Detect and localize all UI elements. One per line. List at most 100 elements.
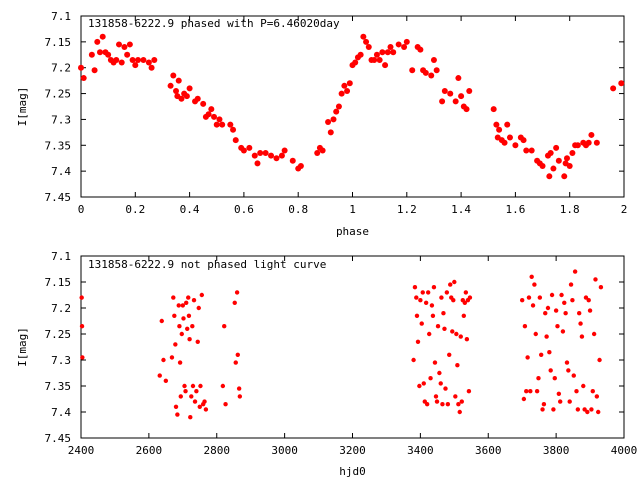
unphased-data-point [237, 394, 243, 399]
phased-x-tick-label: 1.2 [397, 203, 417, 216]
unphased-data-point [467, 295, 473, 300]
phased-data-point [97, 49, 103, 56]
unphased-data-point [420, 290, 425, 295]
unphased-data-point [544, 334, 549, 339]
unphased-data-point [533, 331, 538, 337]
phased-data-point [490, 106, 497, 113]
phased-data-point [593, 139, 600, 146]
unphased-data-point [568, 282, 574, 287]
unphased-data-point [173, 342, 178, 347]
unphased-data-point [186, 295, 191, 300]
phased-y-tick-label: 7.1 [51, 10, 71, 23]
unphased-data-point [538, 352, 544, 357]
phased-data-point [338, 90, 345, 97]
phased-y-tick-label: 7.3 [51, 113, 71, 126]
phased-data-point [129, 56, 136, 63]
unphased-data-point [462, 300, 468, 305]
unphased-data-point [589, 407, 594, 412]
phased-data-point [387, 44, 394, 51]
unphased-data-point [526, 295, 532, 300]
phased-x-tick-label: 1.8 [560, 203, 580, 216]
unphased-data-point [421, 381, 426, 386]
phased-data-point [346, 80, 353, 87]
phased-data-point [528, 147, 535, 154]
unphased-data-point [567, 399, 572, 404]
unphased-data-point [185, 326, 190, 331]
phased-data-point [395, 41, 402, 48]
phased-data-point [121, 44, 128, 51]
unphased-data-point [456, 402, 461, 407]
phased-data-point [240, 147, 247, 154]
unphased-data-point [433, 394, 439, 399]
unphased-data-point [438, 381, 443, 386]
unphased-data-point [461, 313, 467, 318]
unphased-data-point [232, 300, 237, 305]
phased-data-point [170, 72, 177, 79]
phased-data-point [113, 56, 120, 63]
phased-x-tick-label: 0.4 [180, 203, 200, 216]
phased-data-point [439, 98, 446, 105]
unphased-data-point [203, 407, 209, 412]
unphased-data-point [180, 303, 186, 308]
unphased-data-point [428, 376, 433, 381]
unphased-data-point [419, 321, 424, 326]
unphased-data-point [186, 313, 192, 318]
phased-data-point [80, 75, 87, 82]
unphased-data-point [199, 292, 205, 298]
phased-data-point [546, 173, 553, 180]
phased-data-point [227, 121, 234, 128]
phased-data-point [91, 67, 98, 74]
unphased-data-point [571, 373, 576, 378]
phased-data-point [555, 157, 562, 164]
unphased-data-point [534, 389, 540, 394]
unphased-data-point [159, 318, 164, 324]
unphased-y-tick-label: 7.45 [45, 432, 72, 445]
unphased-data-point [463, 290, 469, 295]
unphased-data-point [175, 412, 180, 417]
unphased-data-point [176, 303, 181, 308]
phased-data-point [523, 147, 530, 154]
unphased-data-point [187, 337, 192, 342]
phased-data-point [289, 157, 296, 164]
unphased-data-point [414, 295, 419, 300]
unphased-data-point [556, 391, 562, 396]
phased-data-point [327, 129, 334, 136]
unphased-x-tick-label: 3400 [407, 444, 434, 457]
phased-data-point [588, 131, 595, 138]
phased-data-point [205, 111, 212, 118]
phased-data-point [268, 152, 275, 159]
phased-data-point [585, 139, 592, 146]
unphased-data-point [222, 324, 227, 329]
phased-data-point [105, 51, 112, 58]
phased-data-point [246, 144, 253, 151]
phased-data-point [463, 106, 470, 113]
unphased-data-point [182, 383, 187, 389]
phased-data-point [230, 126, 237, 133]
unphased-data-point [450, 329, 455, 334]
phased-data-point [183, 93, 190, 100]
unphased-data-point [424, 402, 430, 407]
phased-data-point [512, 142, 519, 149]
phased-data-point [135, 56, 142, 63]
phased-data-point [553, 144, 560, 151]
phased-y-tick-label: 7.25 [45, 88, 72, 101]
phased-data-point [547, 150, 554, 157]
unphased-data-point [560, 329, 566, 334]
phased-data-point [200, 100, 207, 107]
unphased-y-tick-label: 7.25 [45, 328, 72, 341]
unphased-data-point [427, 331, 432, 337]
unphased-data-point [530, 303, 536, 308]
unphased-data-point [434, 399, 440, 404]
unphased-data-point [188, 415, 193, 420]
phased-x-axis-label: phase [336, 225, 369, 238]
phased-data-point [610, 85, 617, 92]
unphased-data-point [458, 334, 463, 339]
phased-data-point [208, 106, 215, 113]
unphased-data-point [555, 324, 560, 329]
phased-data-point [278, 152, 285, 159]
unphased-data-point [441, 311, 446, 316]
phased-data-point [251, 152, 258, 159]
unphased-data-point [195, 339, 200, 344]
unphased-data-point [541, 402, 547, 407]
unphased-data-point [442, 326, 447, 331]
